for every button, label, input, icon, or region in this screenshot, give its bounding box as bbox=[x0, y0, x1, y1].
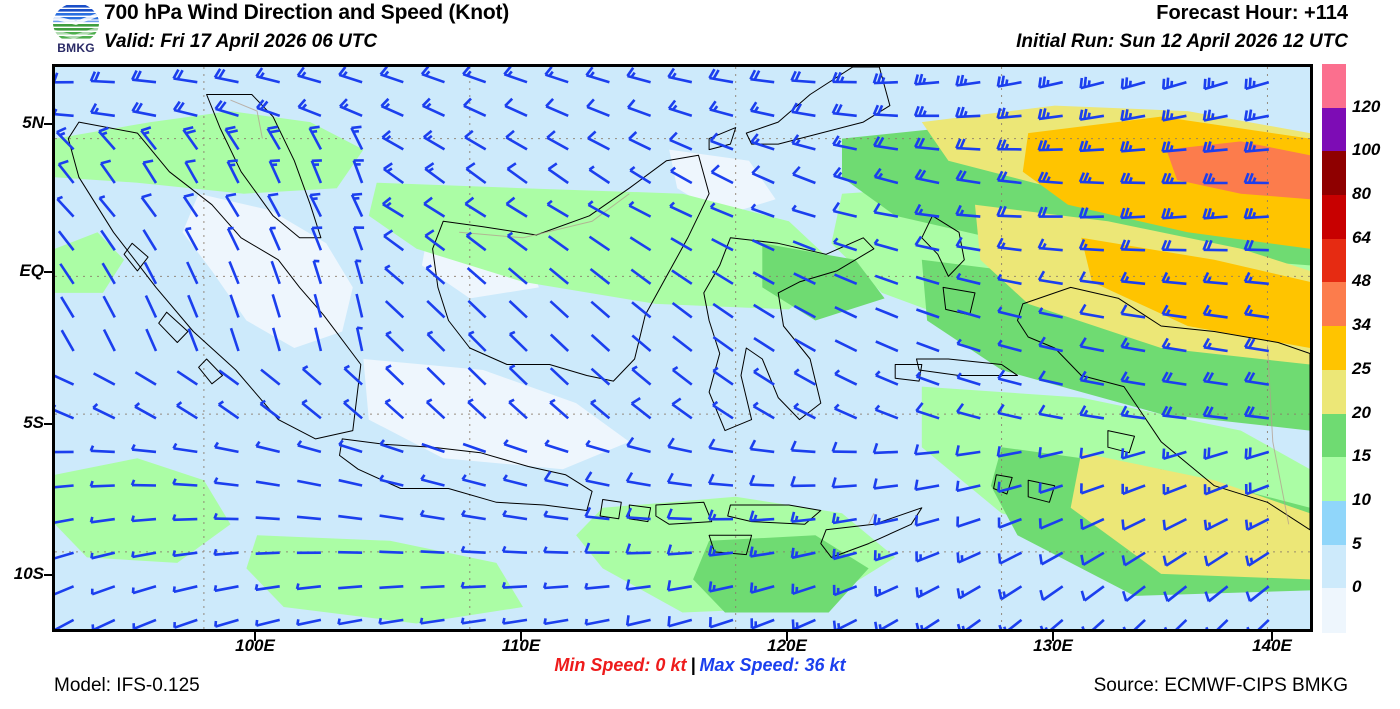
colorbar-band-48 bbox=[1322, 238, 1346, 284]
lat-tick-EQ bbox=[44, 271, 53, 273]
colorbar-tick-48: 48 bbox=[1352, 271, 1371, 291]
lat-tick-5N bbox=[44, 123, 53, 125]
lat-tick-5S bbox=[44, 423, 53, 425]
colorbar-band-34 bbox=[1322, 282, 1346, 327]
colorbar-band-100 bbox=[1322, 107, 1346, 152]
minmax-separator: | bbox=[690, 655, 696, 675]
colorbar-tick-25: 25 bbox=[1352, 358, 1371, 378]
colorbar-tick-100: 100 bbox=[1352, 140, 1381, 160]
model-label: Model: IFS-0.125 bbox=[54, 675, 200, 696]
lon-label-120E: 120E bbox=[767, 636, 807, 655]
colorbar-band-5 bbox=[1322, 500, 1346, 546]
colorbar-band-20 bbox=[1322, 369, 1346, 415]
lon-label-110E: 110E bbox=[501, 636, 541, 655]
speed-band-15-20-halmahera bbox=[921, 259, 1310, 431]
lon-tick-110E bbox=[520, 632, 522, 641]
lon-label-130E: 130E bbox=[1033, 636, 1073, 655]
speed-band-0-5-sumatra bbox=[182, 193, 353, 348]
colorbar-tick-5: 5 bbox=[1352, 533, 1362, 553]
speed-band-25-34-core2 bbox=[1081, 237, 1310, 348]
colorbar-band-64 bbox=[1322, 195, 1346, 240]
wind-speed-colorbar: 120 100 80 64 48 34 25 20 15 10 5 0 bbox=[1322, 64, 1380, 633]
source-label: Source: ECMWF-CIPS BMKG bbox=[1093, 675, 1348, 696]
lon-tick-130E bbox=[1052, 632, 1054, 641]
colorbar-band-80 bbox=[1322, 151, 1346, 196]
colorbar-tick-34: 34 bbox=[1352, 315, 1371, 335]
speed-band-10-15-south bbox=[246, 535, 523, 624]
forecast-hour-label: Forecast Hour: +114 bbox=[1156, 2, 1348, 24]
max-speed-label: Max Speed: 36 kt bbox=[699, 655, 846, 675]
colorbar-tick-80: 80 bbox=[1352, 184, 1371, 204]
bmkg-logo-disc bbox=[52, 3, 100, 43]
colorbar-band-25 bbox=[1322, 326, 1346, 371]
colorbar-tick-0: 0 bbox=[1352, 577, 1362, 597]
bmkg-logo-label: BMKG bbox=[57, 41, 95, 55]
header: BMKG 700 hPa Wind Direction and Speed (K… bbox=[0, 0, 1400, 58]
lon-label-100E: 100E bbox=[235, 636, 275, 655]
initial-run-label: Initial Run: Sun 12 April 2026 12 UTC bbox=[1016, 31, 1348, 52]
lat-tick-10S bbox=[44, 574, 53, 576]
speed-band-15-20-timor bbox=[693, 535, 869, 613]
lat-label-EQ: EQ bbox=[19, 261, 44, 280]
lon-label-140E: 140E bbox=[1252, 636, 1292, 655]
min-max-speed-line: Min Speed: 0 kt | Max Speed: 36 kt bbox=[0, 655, 1400, 676]
bmkg-logo-icon bbox=[53, 3, 99, 43]
colorbar-tick-20: 20 bbox=[1352, 402, 1371, 422]
colorbar-band-10 bbox=[1322, 457, 1346, 502]
lat-label-10S: 10S bbox=[13, 564, 44, 583]
colorbar-tick-64: 64 bbox=[1352, 227, 1371, 247]
admin-borders bbox=[230, 99, 1290, 525]
coastlines bbox=[67, 67, 1310, 558]
lat-label-5S: 5S bbox=[23, 413, 44, 432]
lon-tick-120E bbox=[786, 632, 788, 641]
colorbar-band-15 bbox=[1322, 413, 1346, 458]
speed-band-15-20-sulawesi bbox=[762, 243, 885, 321]
page-title: 700 hPa Wind Direction and Speed (Knot) bbox=[104, 1, 510, 24]
lon-tick-140E bbox=[1271, 632, 1273, 641]
speed-band-34-48-patch bbox=[1166, 141, 1310, 200]
colorbar-band-0 bbox=[1322, 544, 1346, 589]
bmkg-logo: BMKG bbox=[44, 3, 106, 57]
colorbar-band-undefined bbox=[1322, 588, 1346, 633]
valid-time-label: Valid: Fri 17 April 2026 06 UTC bbox=[104, 31, 378, 52]
colorbar-tick-120: 120 bbox=[1352, 96, 1381, 116]
wind-barbs bbox=[55, 67, 1270, 629]
colorbar-band-120 bbox=[1322, 64, 1346, 109]
speed-band-20-25-s bbox=[1070, 452, 1310, 580]
colorbar-tick-15: 15 bbox=[1352, 446, 1371, 466]
wind-field-map bbox=[55, 67, 1310, 629]
colorbar-tick-10: 10 bbox=[1352, 489, 1371, 509]
min-speed-label: Min Speed: 0 kt bbox=[554, 655, 687, 675]
map-plot-area[interactable]: Copyright Sub Bidang Prediksi Cuaca BMKG… bbox=[52, 64, 1313, 632]
lat-label-5N: 5N bbox=[22, 113, 44, 132]
lon-tick-100E bbox=[254, 632, 256, 641]
